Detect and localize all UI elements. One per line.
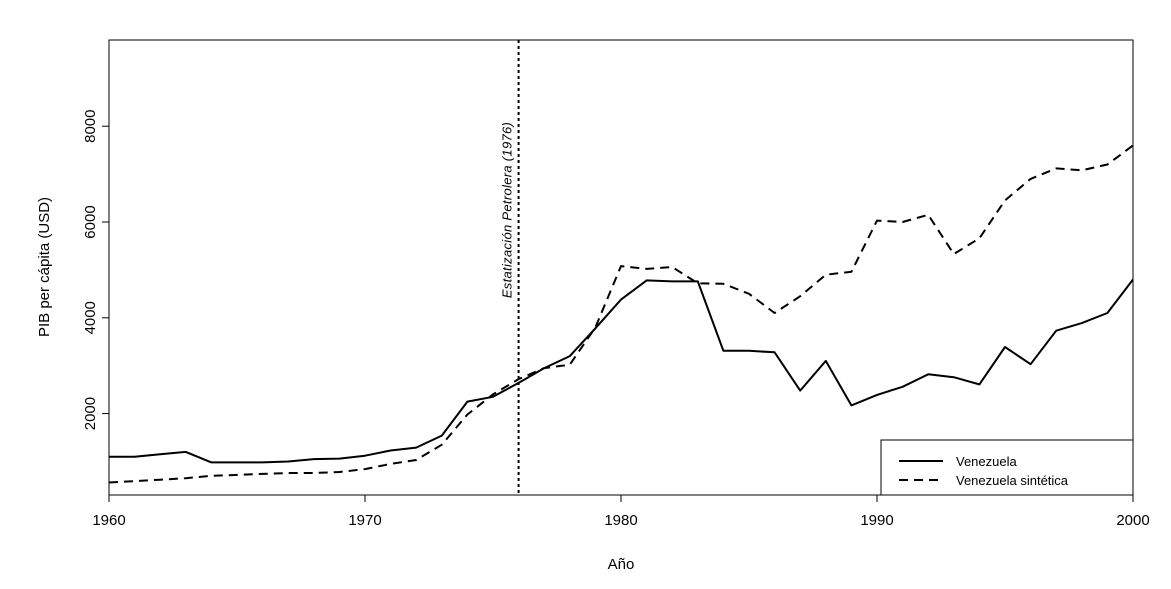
- series-line-0: [109, 278, 1134, 464]
- x-tick-label: 1970: [348, 512, 381, 529]
- series-line-1: [108, 144, 1134, 484]
- intervention-label: Estatización Petrolera (1976): [500, 122, 515, 298]
- x-tick-label: 1990: [860, 512, 893, 529]
- series-lines: [108, 144, 1134, 484]
- legend-label: Venezuela sintética: [956, 473, 1069, 488]
- legend: Venezuela Venezuela sintética: [880, 439, 1134, 496]
- legend-label: Venezuela: [956, 454, 1017, 469]
- x-tick-label: 1980: [604, 512, 637, 529]
- y-axis-title: PIB per cápita (USD): [36, 197, 53, 337]
- x-tick-label: 2000: [1116, 512, 1149, 529]
- legend-box: [880, 439, 1134, 496]
- y-tick-label: 6000: [82, 205, 99, 238]
- intervention-marker: Estatización Petrolera (1976): [500, 40, 520, 495]
- x-tick-label: 1960: [92, 512, 125, 529]
- x-axis-title: Año: [608, 556, 635, 573]
- y-tick-label: 4000: [82, 301, 99, 334]
- axes: 1960 1970 1980 1990 2000 2000 4000 6000 8000: [82, 110, 1150, 529]
- y-tick-label: 2000: [82, 397, 99, 430]
- y-tick-label: 8000: [82, 110, 99, 143]
